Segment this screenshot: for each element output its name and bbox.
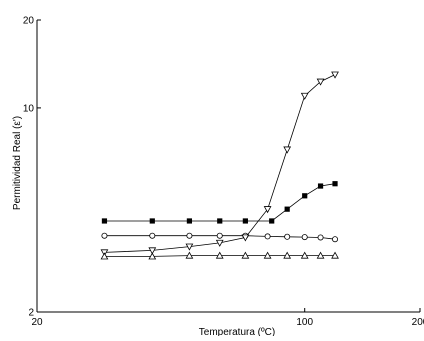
data-point [215, 239, 224, 247]
data-point [263, 251, 272, 259]
data-point [284, 233, 291, 240]
data-point [101, 218, 108, 224]
data-point [332, 181, 338, 187]
axes: 20 100 200 2 10 20 [23, 16, 424, 329]
axis-labels: Temperatura (ºC) Permitividad Real (ε') [12, 116, 275, 338]
data-point [300, 251, 309, 259]
data-point [316, 78, 325, 86]
series-layer [100, 71, 339, 260]
series-line [104, 235, 336, 240]
data-point [185, 243, 194, 251]
data-point [241, 234, 250, 242]
data-point [217, 218, 223, 224]
x-axis-label: Temperatura (ºC) [199, 327, 275, 336]
data-point [149, 218, 155, 224]
series-line [104, 74, 336, 253]
y-axis-label: Permitividad Real (ε') [12, 116, 23, 210]
data-point [317, 183, 324, 189]
data-point [283, 146, 292, 154]
data-point [316, 251, 325, 259]
series-line [104, 255, 335, 257]
series-4 [100, 251, 339, 260]
data-point [301, 234, 308, 241]
data-point [186, 232, 193, 239]
data-point [149, 232, 156, 239]
data-point [186, 218, 193, 224]
data-point [269, 218, 275, 224]
series-3 [100, 71, 339, 257]
data-point [283, 251, 292, 259]
x-tick-label: 20 [31, 317, 43, 328]
y-tick-label: 10 [23, 103, 35, 114]
data-point [284, 206, 290, 212]
y-tick-label: 2 [28, 308, 34, 319]
data-point [331, 71, 339, 79]
data-point [331, 251, 339, 259]
x-tick-label: 100 [296, 317, 313, 328]
data-point [317, 234, 324, 241]
data-point [185, 251, 194, 259]
data-point [242, 218, 248, 224]
data-point [300, 92, 309, 100]
series-1 [101, 181, 338, 224]
y-tick-label: 20 [23, 16, 35, 27]
series-line [104, 183, 336, 222]
data-point [101, 232, 108, 239]
data-point [263, 206, 272, 214]
data-point [215, 251, 224, 259]
data-point [332, 236, 339, 243]
data-point [216, 232, 223, 239]
data-point [241, 251, 250, 259]
data-point [264, 233, 271, 240]
data-point [148, 247, 157, 255]
data-point [100, 252, 109, 260]
x-tick-label: 200 [412, 317, 424, 328]
data-point [302, 193, 308, 199]
data-point [148, 252, 157, 260]
